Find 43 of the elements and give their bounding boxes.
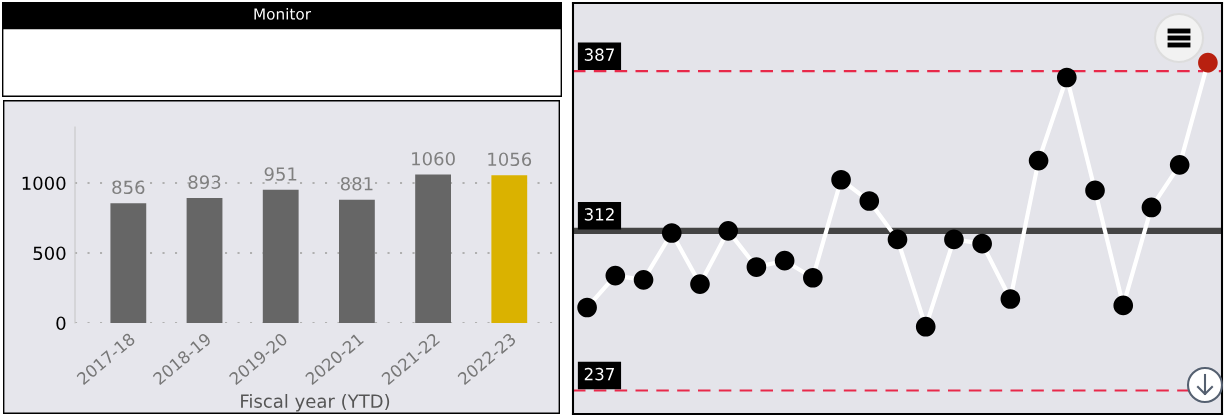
point bbox=[915, 316, 936, 337]
point bbox=[803, 267, 823, 288]
point bbox=[831, 169, 851, 190]
point bbox=[1198, 52, 1218, 73]
point bbox=[690, 274, 710, 294]
text: Monitor bbox=[254, 7, 312, 20]
point bbox=[1000, 289, 1021, 309]
bar bbox=[415, 174, 451, 323]
ref-line-label: 387 bbox=[584, 48, 614, 61]
point bbox=[774, 250, 795, 271]
point bbox=[746, 257, 767, 277]
point bbox=[1141, 197, 1162, 218]
point bbox=[718, 221, 739, 241]
bar bbox=[110, 203, 147, 323]
x-axis-title: Fiscal year (YTD) bbox=[241, 394, 390, 412]
y-tick-label: 1000 bbox=[22, 176, 66, 191]
bar bbox=[262, 189, 299, 323]
y-tick-label: 0 bbox=[56, 316, 66, 331]
data-label: 893 bbox=[188, 175, 221, 189]
point bbox=[887, 229, 908, 250]
data-label: 951 bbox=[264, 167, 297, 181]
data-label: 881 bbox=[340, 176, 373, 191]
point bbox=[1113, 295, 1134, 316]
ref-line-label: 312 bbox=[584, 208, 614, 221]
point bbox=[1028, 150, 1049, 171]
point bbox=[633, 270, 654, 290]
point bbox=[661, 223, 682, 243]
point bbox=[577, 297, 597, 318]
bar bbox=[491, 175, 528, 323]
point bbox=[1056, 67, 1077, 88]
data-label: 856 bbox=[112, 180, 145, 195]
data-label: 1060 bbox=[412, 151, 455, 166]
point bbox=[1169, 155, 1190, 175]
data-label: 1056 bbox=[488, 152, 532, 167]
point bbox=[1085, 180, 1105, 201]
ref-line-label: 237 bbox=[584, 367, 614, 381]
point bbox=[859, 191, 880, 211]
point bbox=[972, 233, 992, 254]
bar bbox=[186, 197, 223, 323]
bar bbox=[339, 199, 375, 323]
point bbox=[944, 229, 964, 250]
y-tick-label: 500 bbox=[33, 246, 66, 261]
point bbox=[605, 265, 626, 286]
